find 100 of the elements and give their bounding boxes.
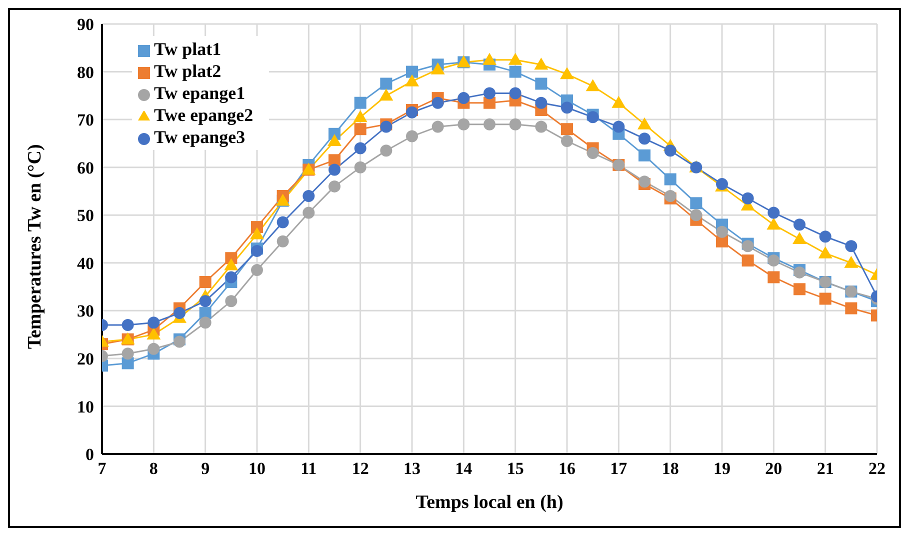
point xyxy=(535,78,548,90)
point xyxy=(484,87,496,100)
y-tick-label: 70 xyxy=(77,110,94,130)
point xyxy=(638,117,652,130)
point xyxy=(612,96,626,108)
point xyxy=(508,52,522,65)
point xyxy=(380,120,392,133)
point xyxy=(251,264,263,276)
point xyxy=(664,190,676,202)
point xyxy=(225,295,238,308)
y-tick-label: 30 xyxy=(77,302,94,321)
point xyxy=(768,206,780,219)
point xyxy=(174,307,186,320)
x-tick-label: 8 xyxy=(149,459,158,478)
point xyxy=(430,62,445,74)
x-tick-label: 12 xyxy=(352,459,369,478)
point xyxy=(560,67,574,80)
point xyxy=(742,254,754,266)
point xyxy=(354,123,366,136)
point xyxy=(794,218,806,231)
point xyxy=(302,190,315,202)
y-tick-label: 60 xyxy=(77,158,94,178)
y-axis-title: Temperatures Tw en (°C) xyxy=(24,144,46,349)
point xyxy=(534,58,548,70)
point xyxy=(845,302,858,314)
point xyxy=(354,96,366,109)
point xyxy=(225,271,238,284)
point xyxy=(638,149,650,162)
point xyxy=(586,111,599,124)
x-tick-label: 16 xyxy=(558,459,576,478)
x-tick-label: 19 xyxy=(714,459,730,478)
point xyxy=(458,92,470,104)
point xyxy=(146,328,161,340)
x-axis-title: Temps local en (h) xyxy=(416,492,564,513)
point xyxy=(432,120,444,133)
x-tick-label: 14 xyxy=(455,459,473,478)
point xyxy=(276,216,289,228)
point xyxy=(199,295,212,308)
x-tick-label: 15 xyxy=(506,459,524,478)
y-tick-label: 90 xyxy=(77,15,94,34)
x-tick-label: 9 xyxy=(201,459,210,478)
point xyxy=(122,319,134,331)
point xyxy=(509,118,522,130)
point xyxy=(586,79,600,92)
point xyxy=(509,66,522,78)
point xyxy=(509,87,522,100)
x-tick-label: 18 xyxy=(662,459,679,478)
point xyxy=(276,235,289,248)
point xyxy=(768,254,780,266)
point xyxy=(302,206,315,219)
point xyxy=(664,173,676,186)
point xyxy=(794,283,806,296)
point xyxy=(199,316,212,329)
x-tick-label: 22 xyxy=(868,459,886,478)
point xyxy=(766,218,781,230)
point xyxy=(353,110,368,122)
y-tick-label: 20 xyxy=(77,349,94,368)
legend-label: Tw epange3 xyxy=(154,127,246,147)
point xyxy=(561,135,573,148)
point xyxy=(768,271,780,284)
point xyxy=(638,132,650,145)
point xyxy=(716,226,728,238)
x-tick-label: 7 xyxy=(98,459,107,478)
point xyxy=(380,78,392,90)
x-tick-label: 21 xyxy=(816,459,834,478)
point xyxy=(250,227,264,240)
point xyxy=(379,88,394,101)
legend-label: Tw plat2 xyxy=(154,61,222,81)
x-tick-label: 10 xyxy=(248,459,266,478)
x-tick-label: 17 xyxy=(610,459,628,478)
point xyxy=(328,164,340,176)
point xyxy=(818,246,832,258)
point xyxy=(174,336,186,348)
point xyxy=(586,147,599,159)
point xyxy=(742,240,754,252)
y-tick-label: 10 xyxy=(77,397,94,416)
legend-label: Twe epange2 xyxy=(154,105,254,125)
point xyxy=(406,66,418,78)
point xyxy=(354,161,366,174)
point xyxy=(148,342,160,355)
point xyxy=(561,102,573,114)
point xyxy=(199,276,212,288)
point xyxy=(484,118,496,130)
point xyxy=(405,74,419,86)
point xyxy=(561,123,573,136)
point xyxy=(328,180,340,192)
legend-label: Tw epange1 xyxy=(154,83,246,103)
point xyxy=(690,209,702,222)
point xyxy=(612,120,625,133)
point xyxy=(638,176,650,188)
point xyxy=(432,96,444,109)
y-tick-label: 0 xyxy=(86,445,94,464)
point xyxy=(535,96,548,109)
point xyxy=(690,197,702,210)
x-tick-label: 11 xyxy=(300,459,317,478)
point xyxy=(406,106,418,118)
point xyxy=(482,52,496,65)
point xyxy=(380,144,392,157)
point xyxy=(354,142,366,154)
point xyxy=(458,118,470,130)
